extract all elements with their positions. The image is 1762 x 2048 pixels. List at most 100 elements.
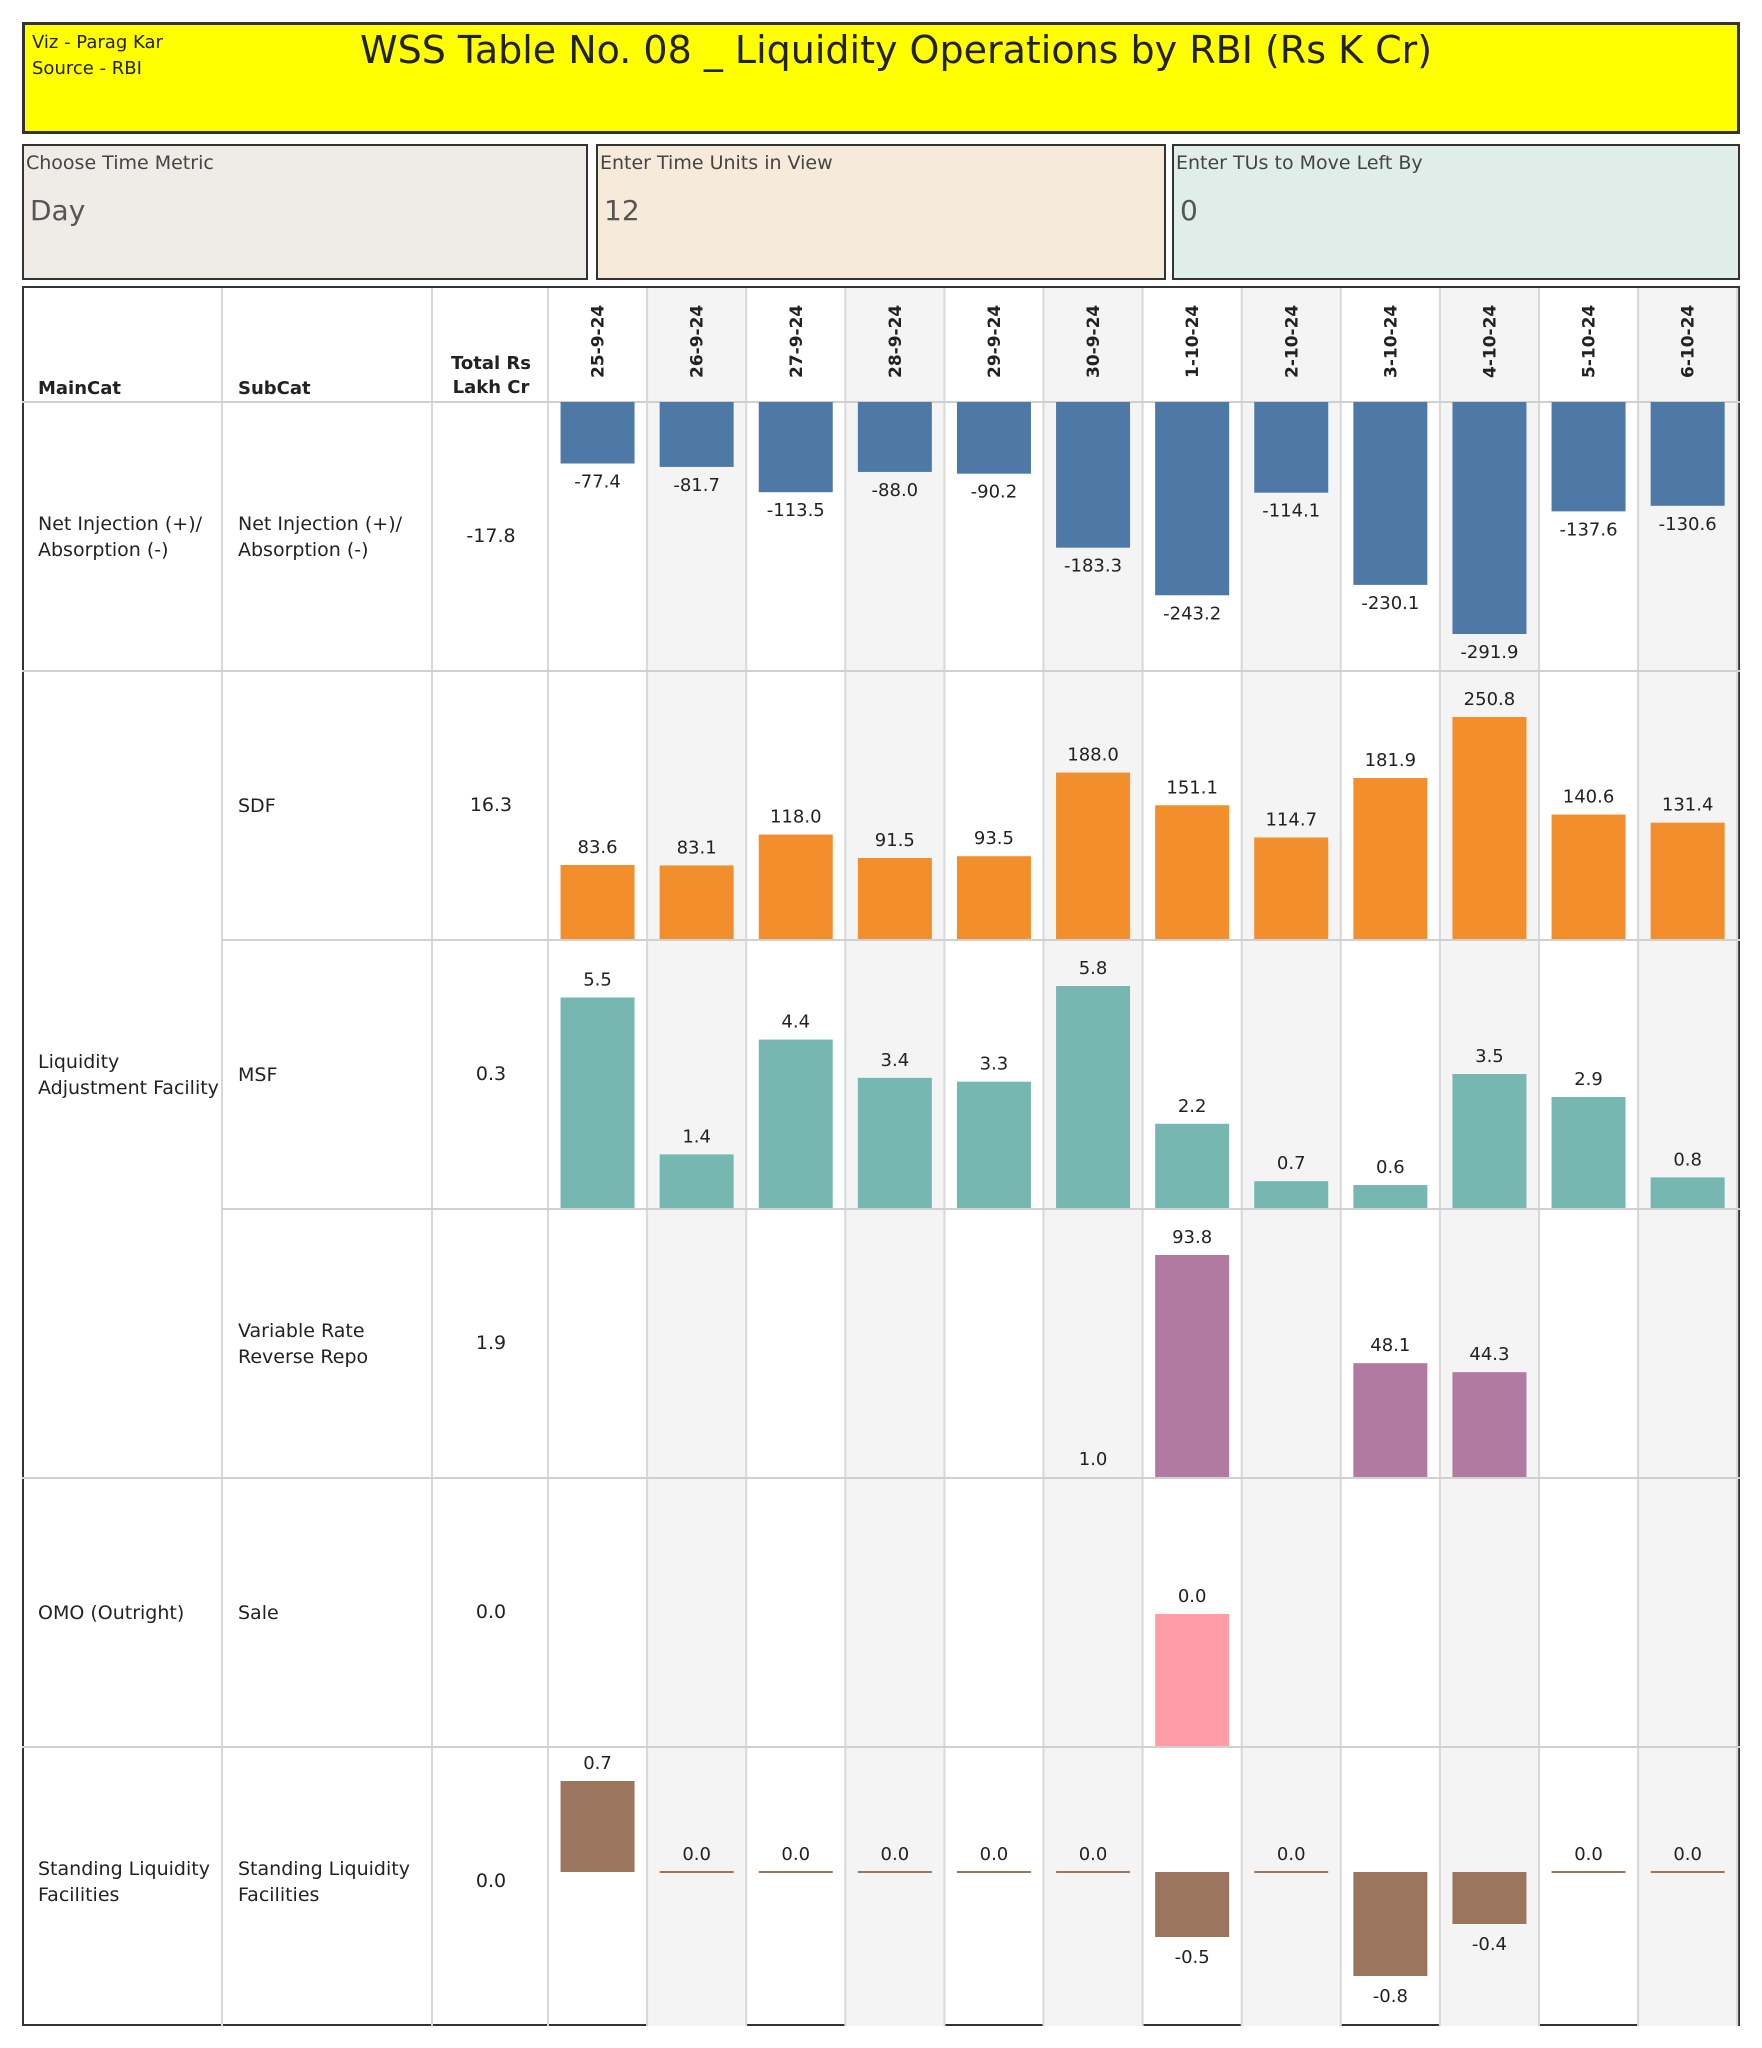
data-label: 114.7 [1265,809,1317,830]
data-label: 0.0 [1079,1844,1108,1865]
credit-block: Viz - Parag Kar Source - RBI [32,30,163,82]
data-label: -88.0 [872,480,919,501]
bar [758,834,833,939]
bar [1155,1614,1230,1746]
bar [560,997,635,1208]
data-label: 0.0 [881,1844,910,1865]
bar [1650,1177,1725,1208]
data-label: -291.9 [1460,642,1518,663]
data-label: -90.2 [971,482,1018,503]
data-label: 1.4 [682,1126,711,1147]
maincat-label-line: Absorption (-) [38,539,169,561]
bar [1155,805,1230,939]
bar [1353,1185,1428,1208]
data-label: -0.4 [1472,1934,1507,1955]
date-header: 3-10-24 [1381,305,1401,378]
subcat-label-line: Variable Rate [238,1320,365,1342]
data-label: -114.1 [1262,501,1320,522]
bar [1353,402,1428,585]
data-label: 83.1 [677,837,717,858]
row-total: 1.9 [475,1332,507,1354]
data-label: 2.9 [1574,1069,1603,1090]
data-label: 188.0 [1067,745,1119,766]
subcat-label-line: Standing Liquidity [238,1858,410,1880]
bar [956,1081,1031,1208]
bar [1452,1372,1527,1477]
subcat-label: SDF [238,793,276,819]
data-label: -81.7 [673,475,720,496]
credit-author: Viz - Parag Kar [32,32,163,53]
maincat-label-line: Standing Liquidity [38,1858,210,1880]
time-metric-selector[interactable]: Choose Time Metric Day [22,144,588,280]
data-label: 48.1 [1370,1335,1410,1356]
time-units-value[interactable]: 12 [604,194,640,227]
bar [1452,1872,1527,1924]
data-label: -230.1 [1361,593,1419,614]
header-maincat: MainCat [38,378,122,399]
bar [956,856,1031,939]
data-label: 0.7 [1277,1153,1306,1174]
data-label: 118.0 [770,807,822,828]
bar [857,1077,932,1208]
data-label: -137.6 [1560,519,1618,540]
date-header: 4-10-24 [1480,305,1500,378]
date-header: 6-10-24 [1679,305,1699,378]
bar [1551,814,1626,939]
subcat-label: MSF [238,1062,277,1088]
data-label: -243.2 [1163,603,1221,624]
data-label: 91.5 [875,830,915,851]
bar [1452,717,1527,939]
time-metric-value[interactable]: Day [30,194,86,227]
maincat-label-line: Liquidity [38,1051,120,1073]
time-units-label: Enter Time Units in View [600,152,833,174]
title-bar [22,22,1740,134]
row-total: -17.8 [466,525,516,547]
column-band [1638,288,1738,2026]
maincat-label: Liquidity Adjustment Facility [38,1049,219,1101]
header-total-line1: Total Rs [450,353,531,374]
bar [659,402,734,467]
time-units-input[interactable]: Enter Time Units in View 12 [596,144,1166,280]
subcat-label: Variable Rate Reverse Repo [238,1318,368,1370]
bar [1155,1255,1230,1477]
data-label: 3.3 [980,1054,1009,1075]
data-label: 131.4 [1662,795,1714,816]
data-label: 44.3 [1469,1344,1509,1365]
bar [1353,1872,1428,1976]
time-metric-label: Choose Time Metric [26,152,214,174]
data-label: 4.4 [781,1012,810,1033]
bar [857,858,932,939]
move-left-input[interactable]: Enter TUs to Move Left By 0 [1172,144,1740,280]
maincat-label-line: OMO (Outright) [38,1602,185,1624]
date-header: 26-9-24 [688,305,708,378]
move-left-label: Enter TUs to Move Left By [1176,152,1423,174]
subcat-label: Sale [238,1600,279,1626]
date-header: 2-10-24 [1282,305,1302,378]
bar [758,402,833,493]
bar [560,865,635,939]
data-label: -0.5 [1175,1947,1210,1968]
bar [659,865,734,939]
bar [1452,402,1527,634]
bar [1551,402,1626,512]
move-left-value[interactable]: 0 [1180,194,1198,227]
data-label: 93.5 [974,828,1014,849]
header-subcat: SubCat [238,378,311,399]
subcat-label-line: MSF [238,1064,278,1086]
bar [1056,772,1131,939]
date-header: 1-10-24 [1183,305,1203,378]
data-label: 1.0 [1079,1449,1108,1470]
header-total-line2: Lakh Cr [452,377,530,398]
bar [1650,402,1725,506]
subcat-label-line: Facilities [238,1884,320,1906]
date-header: 30-9-24 [1084,305,1104,378]
data-label: 0.0 [682,1844,711,1865]
date-header: 5-10-24 [1580,305,1600,378]
bar [1353,1363,1428,1477]
bar [1155,1123,1230,1208]
data-label: 3.5 [1475,1046,1504,1067]
data-label: 5.5 [583,969,612,990]
subcat-label: Net Injection (+)/ Absorption (-) [238,511,402,563]
data-label: 2.2 [1178,1096,1207,1117]
